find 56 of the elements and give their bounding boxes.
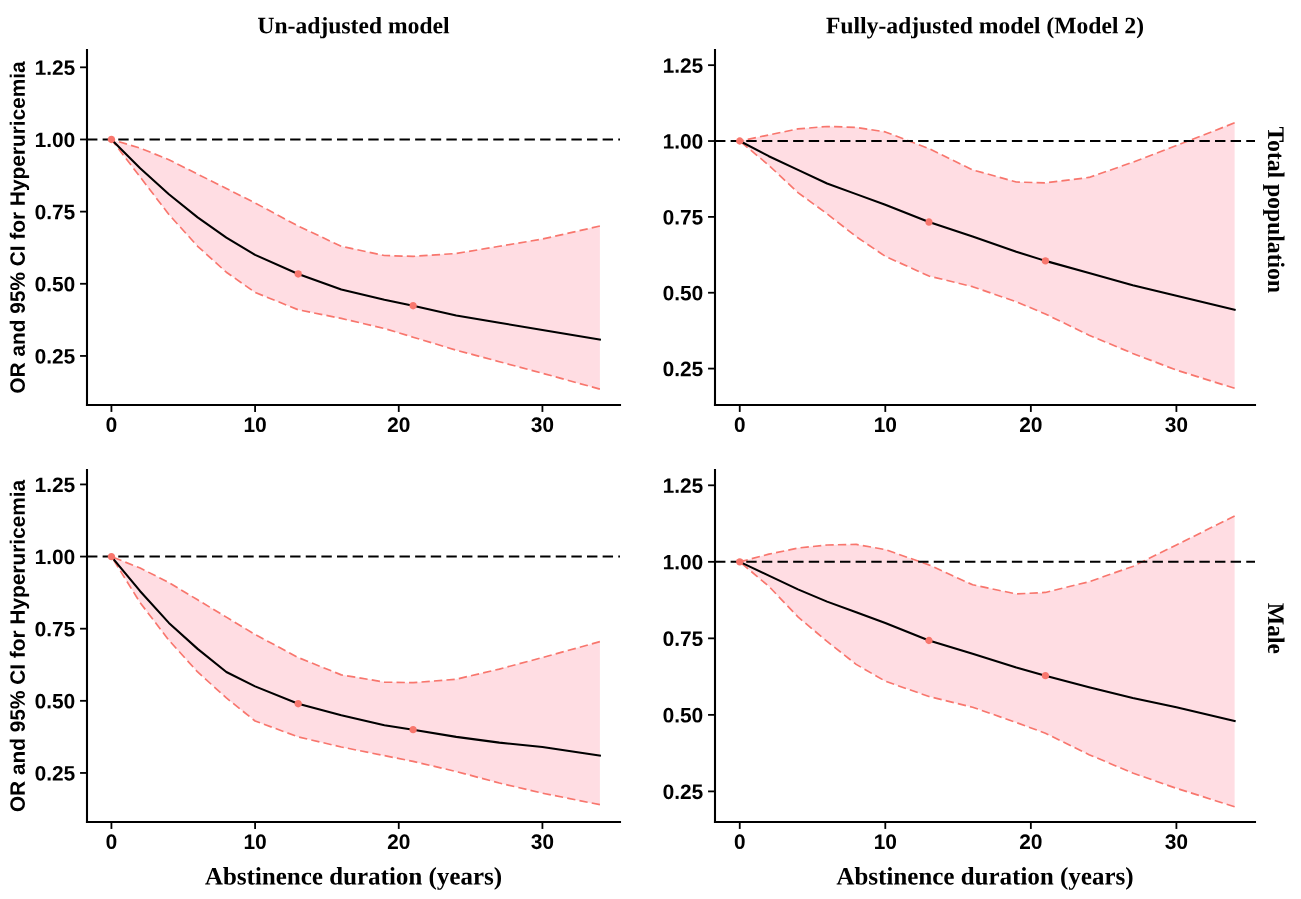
y2-axis-title: Male [1267,603,1285,654]
point [925,218,933,226]
y-tick-label: 1.25 [663,478,703,494]
x-tick-label: 10 [244,834,266,850]
y-tick-label: 0.25 [35,765,75,781]
x-tick-label: 0 [106,417,117,433]
point [107,135,116,144]
y-tick-label: 1.00 [663,134,703,149]
y-tick-label: 0.75 [35,621,75,637]
x-tick-label: 30 [531,834,554,850]
x-tick-label: 30 [531,417,554,433]
x-tick-label: 30 [1165,834,1188,850]
y-tick-label: 0.50 [663,707,703,723]
x-axis-title: Abstinence duration (years) [205,867,501,890]
x-tick-label: 30 [1165,417,1188,433]
point [294,270,302,278]
x-tick-label: 20 [1019,417,1042,433]
y-tick-label: 0.75 [35,204,75,220]
y-tick-label: 1.00 [35,549,75,565]
y-tick-label: 1.00 [663,554,703,570]
x-tick-label: 20 [387,417,410,433]
x-tick-label: 10 [875,834,897,850]
point [736,137,744,145]
y-axis-title: OR and 95% CI for Hyperuricemia [9,479,30,812]
y2-axis-title: Total population [1263,126,1285,293]
x-tick-label: 10 [875,417,897,433]
x-tick-label: 20 [387,834,410,850]
chart-title: Un-adjusted model [258,16,450,39]
x-tick-label: 0 [734,417,745,433]
point [409,726,417,734]
y-tick-label: 1.25 [663,58,703,73]
y-tick-label: 0.50 [35,693,75,709]
point [107,552,116,561]
y-tick-label: 0.25 [663,361,703,377]
y-tick-label: 0.75 [663,209,703,225]
y-tick-label: 0.25 [35,348,75,364]
y-tick-label: 0.50 [35,276,75,292]
y-axis-title: OR and 95% CI for Hyperuricemia [9,61,30,393]
y-tick-label: 1.25 [35,477,75,493]
point [1041,257,1050,265]
point [294,700,302,708]
x-tick-label: 0 [106,834,117,850]
y-tick-label: 1.00 [35,132,75,148]
y-tick-label: 0.75 [663,631,703,647]
point [409,302,417,310]
point [925,636,933,645]
point [736,558,744,566]
x-tick-label: 20 [1019,834,1042,850]
chart-title: Fully-adjusted model (Model 2) [826,16,1144,39]
x-axis-title: Abstinence duration (years) [836,867,1133,890]
y-tick-label: 1.25 [35,60,75,76]
x-tick-label: 0 [734,834,745,850]
x-tick-label: 10 [244,417,266,433]
y-tick-label: 0.50 [663,285,703,301]
point [1041,672,1050,680]
y-tick-label: 0.25 [663,784,703,800]
